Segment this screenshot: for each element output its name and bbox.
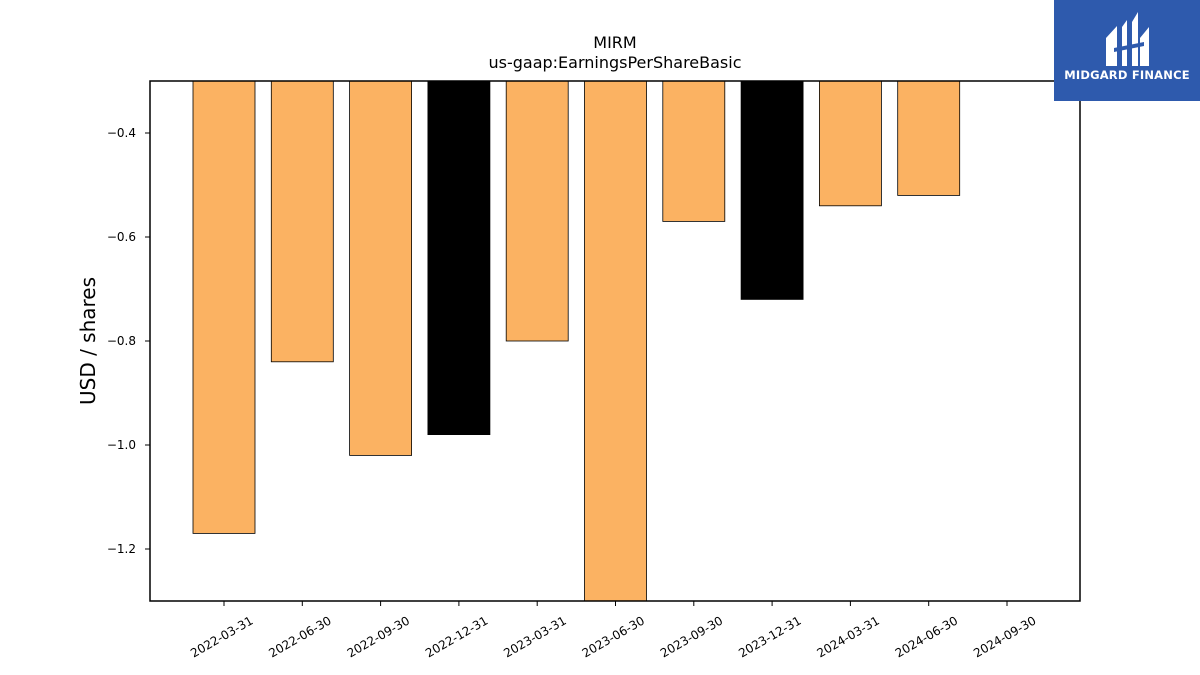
y-axis-label: USD / shares: [76, 277, 100, 405]
bars-group: [192, 80, 961, 602]
bar-2023-12-31: [740, 80, 804, 300]
x-tick-label: 2024-03-31: [814, 613, 881, 660]
bar-2023-03-31: [505, 80, 569, 342]
bar-2023-06-30: [584, 80, 647, 602]
midgard-finance-logo: MIDGARD FINANCE: [1054, 0, 1200, 101]
chart-subtitle: us-gaap:EarningsPerShareBasic: [488, 53, 741, 72]
midgard-logo-icon: [1106, 12, 1149, 66]
y-axis: −0.4 −0.6 −0.8 −1.0 −1.2: [107, 126, 150, 556]
bar-2022-06-30: [270, 80, 334, 363]
y-tick-label: −1.0: [107, 438, 136, 452]
y-tick-label: −0.8: [107, 334, 136, 348]
logo-text: MIDGARD FINANCE: [1064, 68, 1190, 82]
x-tick-label: 2022-03-31: [188, 613, 255, 660]
x-tick-label: 2023-09-30: [658, 613, 725, 660]
x-tick-label: 2024-06-30: [893, 613, 960, 660]
y-tick-label: −0.6: [107, 230, 136, 244]
x-tick-label: 2024-09-30: [971, 613, 1038, 660]
x-tick-label: 2023-03-31: [501, 613, 568, 660]
bar-2023-09-30: [662, 80, 726, 222]
bar-2024-03-31: [819, 80, 882, 207]
bar-2022-03-31: [192, 80, 256, 534]
x-tick-label: 2022-12-31: [423, 613, 490, 660]
x-tick-label: 2022-06-30: [266, 613, 333, 660]
y-tick-label: −1.2: [107, 542, 136, 556]
bar-2024-06-30: [897, 80, 961, 196]
y-tick-label: −0.4: [107, 126, 136, 140]
bar-2022-12-31: [427, 80, 491, 436]
chart-title: MIRM: [593, 33, 636, 52]
bar-2022-09-30: [349, 80, 413, 456]
x-axis: 2022-03-31 2022-06-30 2022-09-30 2022-12-31…: [188, 601, 1039, 660]
x-tick-label: 2023-12-31: [736, 613, 803, 660]
x-tick-label: 2022-09-30: [345, 613, 412, 660]
x-tick-label: 2023-06-30: [580, 613, 647, 660]
